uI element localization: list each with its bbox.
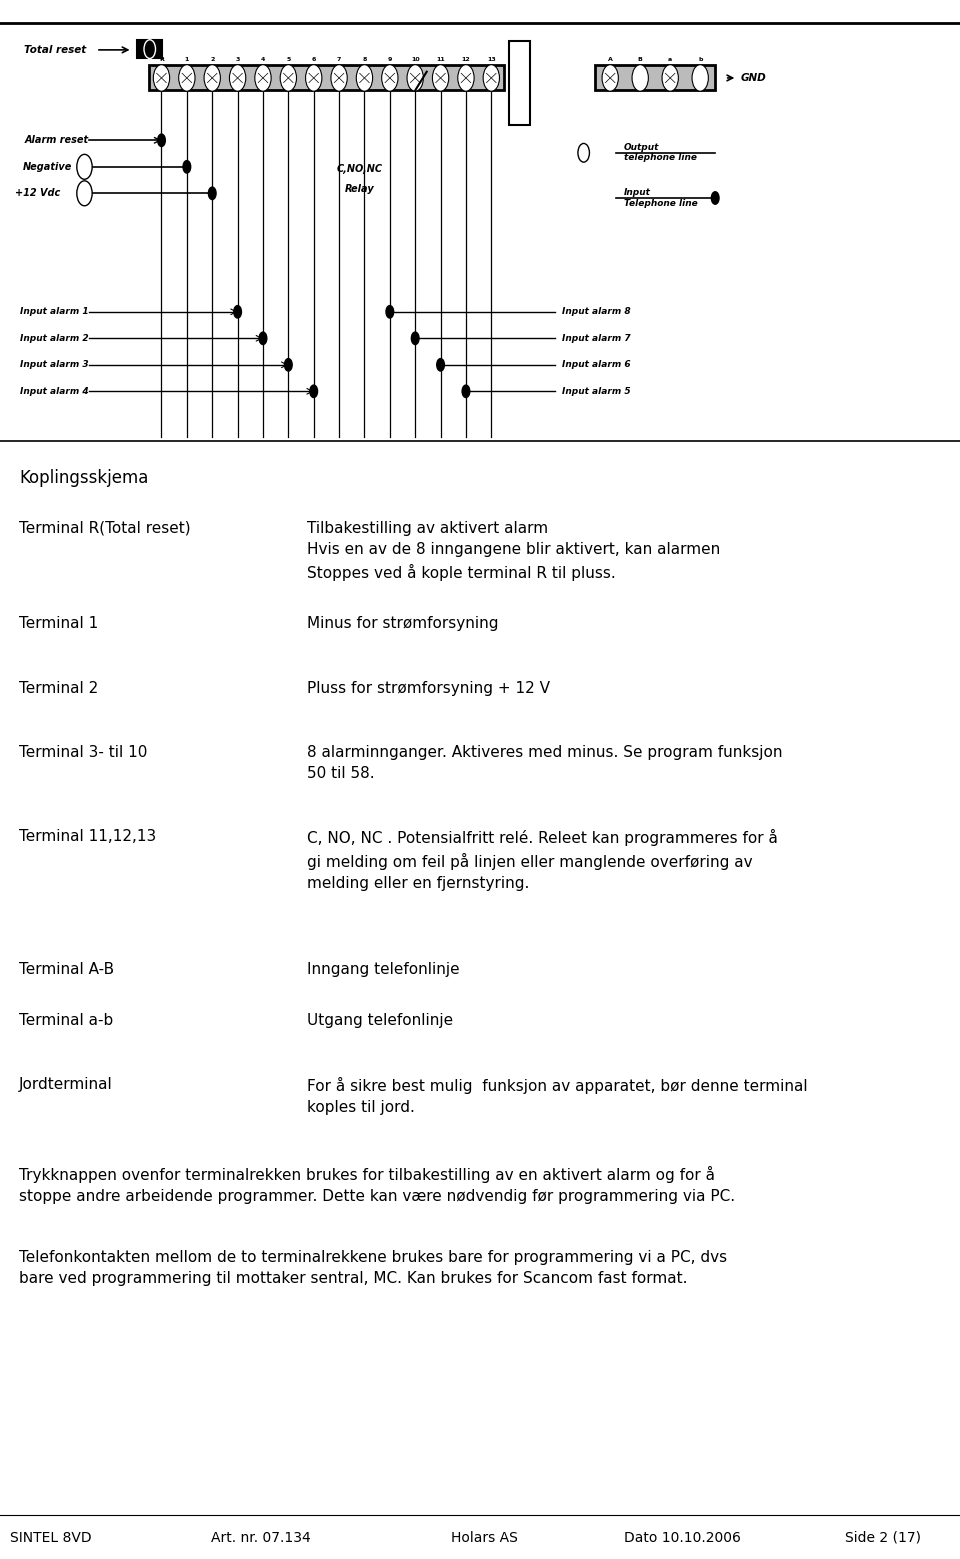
Text: 10: 10	[411, 56, 420, 62]
Text: Jordterminal: Jordterminal	[19, 1077, 113, 1093]
Text: Minus for strømforsyning: Minus for strømforsyning	[307, 616, 498, 631]
Text: C, NO, NC . Potensialfritt relé. Releet kan programmeres for å
gi melding om fei: C, NO, NC . Potensialfritt relé. Releet …	[307, 829, 778, 892]
Circle shape	[77, 181, 92, 206]
Text: Pluss for strømforsyning + 12 V: Pluss for strømforsyning + 12 V	[307, 681, 550, 697]
Text: Alarm reset: Alarm reset	[24, 136, 88, 145]
Circle shape	[483, 65, 499, 92]
Text: Inngang telefonlinje: Inngang telefonlinje	[307, 962, 460, 977]
Text: For å sikre best mulig  funksjon av apparatet, bør denne terminal
koples til jor: For å sikre best mulig funksjon av appar…	[307, 1077, 807, 1115]
Text: 8: 8	[362, 56, 367, 62]
Circle shape	[462, 385, 469, 398]
Text: 13: 13	[487, 56, 495, 62]
Text: Terminal A-B: Terminal A-B	[19, 962, 114, 977]
Circle shape	[437, 359, 444, 371]
Circle shape	[179, 65, 195, 92]
Text: 12: 12	[462, 56, 470, 62]
Text: Holars AS: Holars AS	[451, 1531, 518, 1545]
Circle shape	[310, 385, 318, 398]
Text: Koplingsskjema: Koplingsskjema	[19, 469, 149, 488]
Text: b: b	[698, 56, 703, 62]
Text: a: a	[668, 56, 672, 62]
Circle shape	[157, 134, 165, 147]
Circle shape	[432, 65, 448, 92]
Text: Telefonkontakten mellom de to terminalrekkene brukes bare for programmering vi a: Telefonkontakten mellom de to terminalre…	[19, 1250, 728, 1286]
Text: Input alarm 1: Input alarm 1	[20, 307, 88, 316]
Text: Input alarm 8: Input alarm 8	[562, 307, 630, 316]
Circle shape	[234, 306, 242, 318]
Text: 3: 3	[235, 56, 240, 62]
Text: Input alarm 5: Input alarm 5	[562, 387, 630, 396]
Text: 5: 5	[286, 56, 291, 62]
Bar	[137, 39, 162, 58]
Circle shape	[711, 192, 719, 204]
Text: Dato 10.10.2006: Dato 10.10.2006	[624, 1531, 741, 1545]
Circle shape	[305, 65, 322, 92]
Text: Terminal a-b: Terminal a-b	[19, 1013, 113, 1029]
Text: +12 Vdc: +12 Vdc	[15, 189, 60, 198]
Text: B: B	[637, 56, 642, 62]
Text: Negative: Negative	[23, 162, 72, 171]
Circle shape	[208, 187, 216, 200]
Text: C,NO,NC: C,NO,NC	[337, 164, 383, 173]
Circle shape	[356, 65, 372, 92]
Text: R: R	[159, 56, 164, 62]
Text: Input alarm 6: Input alarm 6	[562, 360, 630, 369]
Text: Input alarm 3: Input alarm 3	[20, 360, 88, 369]
Circle shape	[662, 65, 679, 92]
Text: GND: GND	[741, 73, 767, 83]
Circle shape	[280, 65, 297, 92]
Text: Input alarm 4: Input alarm 4	[20, 387, 88, 396]
Text: Terminal R(Total reset): Terminal R(Total reset)	[19, 521, 191, 536]
Circle shape	[254, 65, 271, 92]
Text: 7: 7	[337, 56, 341, 62]
Circle shape	[229, 65, 246, 92]
Circle shape	[411, 332, 419, 345]
Circle shape	[144, 41, 156, 59]
Text: 4: 4	[261, 56, 265, 62]
Circle shape	[407, 65, 423, 92]
Bar	[509, 41, 530, 125]
Circle shape	[578, 143, 589, 162]
Text: Terminal 1: Terminal 1	[19, 616, 99, 631]
Text: Relay: Relay	[346, 184, 374, 193]
Circle shape	[284, 359, 292, 371]
Text: Input
Telephone line: Input Telephone line	[624, 189, 698, 207]
Text: SINTEL 8VD: SINTEL 8VD	[10, 1531, 91, 1545]
Text: 9: 9	[388, 56, 392, 62]
Circle shape	[692, 65, 708, 92]
Text: Side 2 (17): Side 2 (17)	[845, 1531, 921, 1545]
Circle shape	[386, 306, 394, 318]
Text: 8 alarminnganger. Aktiveres med minus. Se program funksjon
50 til 58.: 8 alarminnganger. Aktiveres med minus. S…	[307, 745, 782, 781]
Text: Terminal 3- til 10: Terminal 3- til 10	[19, 745, 148, 761]
Text: 2: 2	[210, 56, 214, 62]
Text: Utgang telefonlinje: Utgang telefonlinje	[307, 1013, 453, 1029]
Circle shape	[331, 65, 348, 92]
Circle shape	[632, 65, 648, 92]
Text: 1: 1	[184, 56, 189, 62]
Text: Total reset: Total reset	[24, 45, 86, 55]
Bar	[149, 65, 504, 90]
Circle shape	[77, 154, 92, 179]
Text: Tilbakestilling av aktivert alarm
Hvis en av de 8 inngangene blir aktivert, kan : Tilbakestilling av aktivert alarm Hvis e…	[307, 521, 720, 582]
Circle shape	[204, 65, 221, 92]
Text: Output
telephone line: Output telephone line	[624, 143, 697, 162]
Text: −: −	[81, 162, 88, 171]
Text: 11: 11	[436, 56, 444, 62]
Text: 6: 6	[312, 56, 316, 62]
Text: Input alarm 2: Input alarm 2	[20, 334, 88, 343]
Circle shape	[154, 65, 170, 92]
Circle shape	[458, 65, 474, 92]
Text: Trykknappen ovenfor terminalrekken brukes for tilbakestilling av en aktivert ala: Trykknappen ovenfor terminalrekken bruke…	[19, 1166, 735, 1204]
Circle shape	[602, 65, 618, 92]
Text: A: A	[608, 56, 612, 62]
Bar	[595, 65, 715, 90]
Text: Terminal 11,12,13: Terminal 11,12,13	[19, 829, 156, 845]
Text: Art. nr. 07.134: Art. nr. 07.134	[211, 1531, 311, 1545]
Circle shape	[259, 332, 267, 345]
Text: +: +	[81, 189, 88, 198]
Text: Input alarm 7: Input alarm 7	[562, 334, 630, 343]
Circle shape	[183, 161, 191, 173]
Circle shape	[382, 65, 398, 92]
Text: Terminal 2: Terminal 2	[19, 681, 99, 697]
